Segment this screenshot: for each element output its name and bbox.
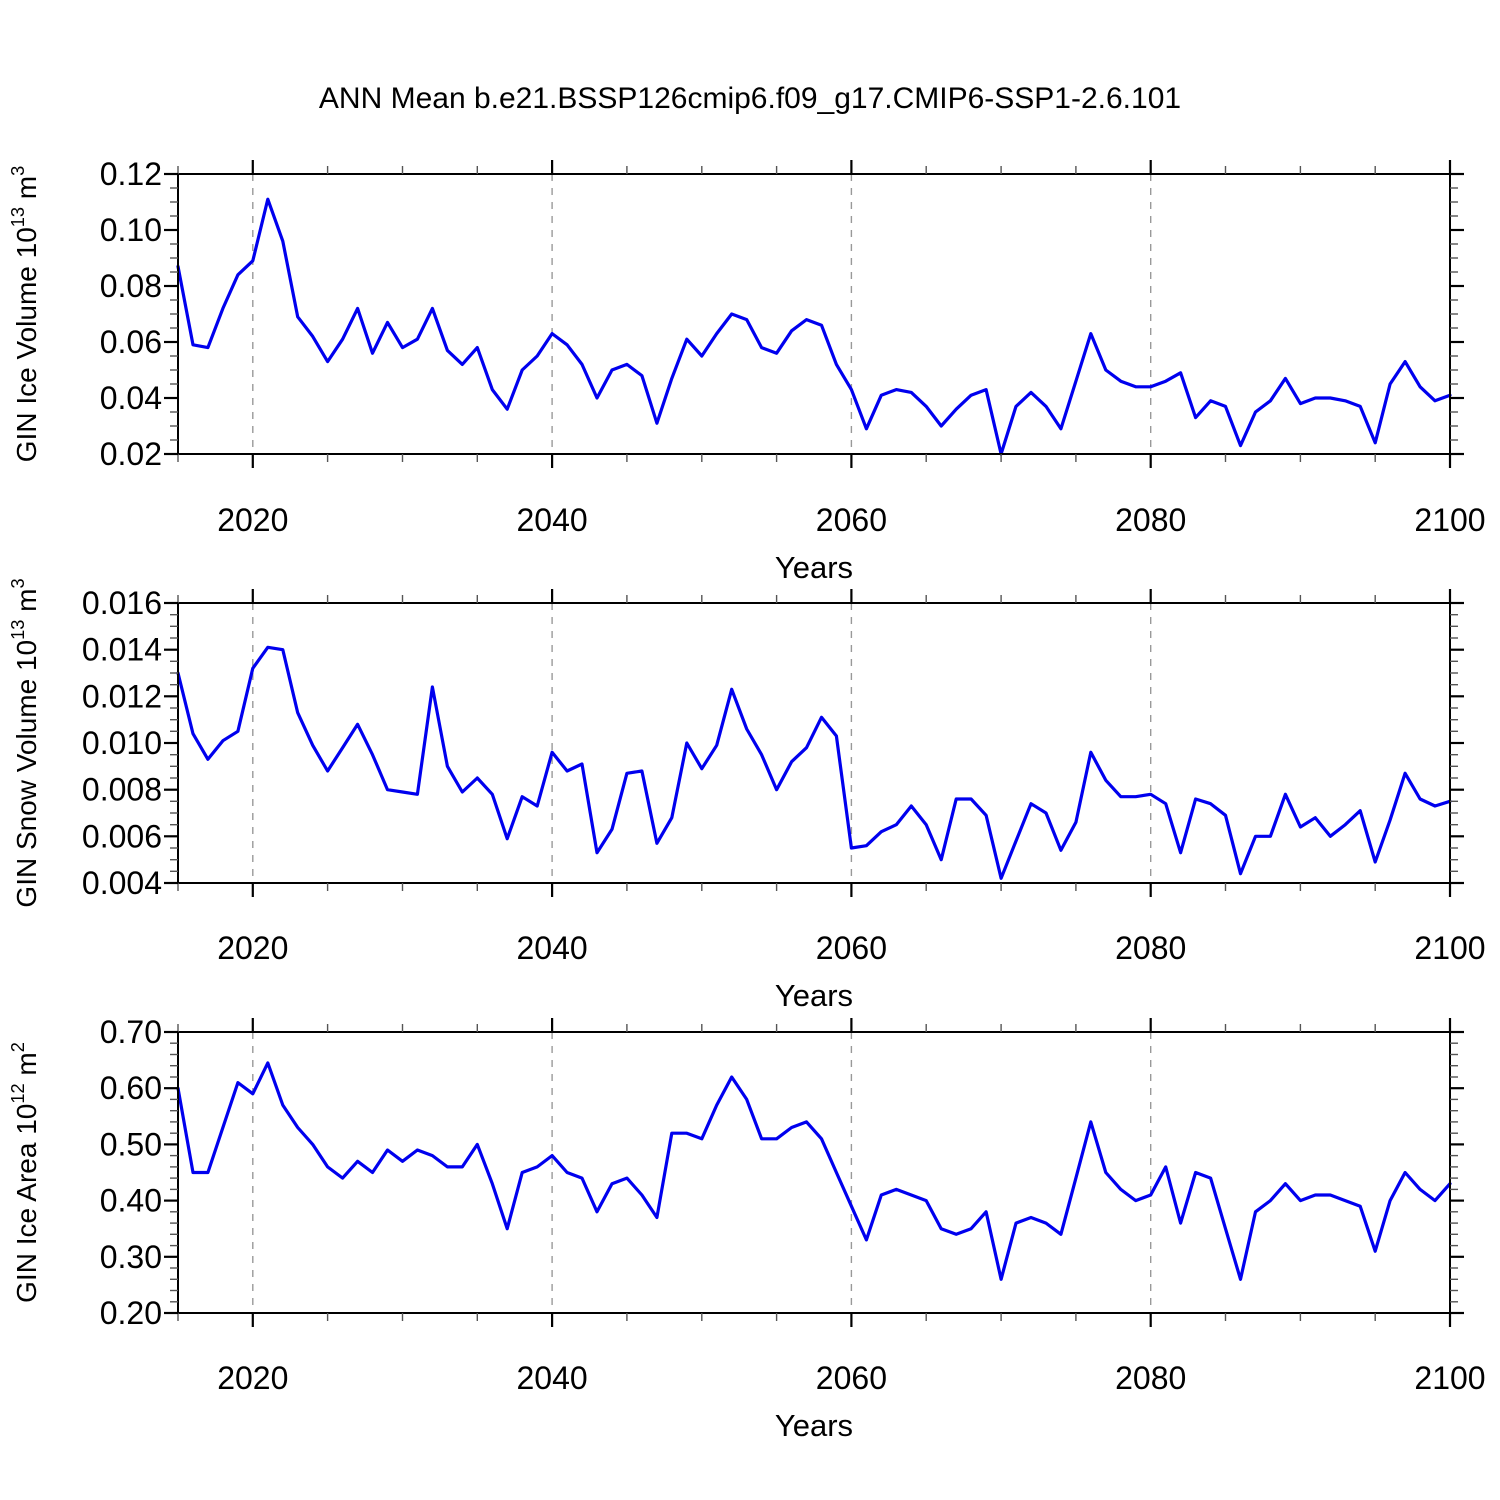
x-tick-label: 2060	[816, 1360, 887, 1396]
panel-gin-ice-area: 0.20 0.30 0.40 0.50 0.60 0.70 2020 2040 2060 2080…	[8, 1014, 1486, 1443]
y-tick-label: 0.08	[100, 268, 162, 304]
y-tick-label: 0.30	[100, 1239, 162, 1275]
x-tick-label: 2100	[1414, 502, 1485, 538]
y-tick-label: 0.06	[100, 324, 162, 360]
y-tick-label: 0.010	[82, 725, 162, 761]
panel-gin-ice-volume: 0.02 0.04 0.06 0.08 0.10 0.12 2020 2040 2060 2080…	[8, 156, 1486, 585]
y-tick-label: 0.012	[82, 678, 162, 714]
x-tick-label: 2040	[517, 930, 588, 966]
gin-snow-volume-series-line	[176, 645, 1452, 880]
y-tick-label: 0.02	[100, 436, 162, 472]
y-axis-title: GIN Snow Volume 1013 m3	[8, 578, 42, 907]
y-tick-label: 0.014	[82, 632, 162, 668]
x-tick-label: 2020	[217, 502, 288, 538]
x-tick-label: 2080	[1115, 502, 1186, 538]
y-tick-label: 0.008	[82, 772, 162, 808]
x-tick-label: 2100	[1414, 1360, 1485, 1396]
gin-ice-volume-series-line	[176, 197, 1452, 456]
x-axis-title: Years	[775, 978, 853, 1013]
y-tick-label: 0.60	[100, 1070, 162, 1106]
panel-gin-snow-volume: 0.004 0.006 0.008 0.010 0.012 0.014 0.016 2020 2…	[8, 578, 1486, 1013]
x-axis-title: Years	[775, 550, 853, 585]
y-tick-label: 0.12	[100, 156, 162, 192]
figure-title: ANN Mean b.e21.BSSP126cmip6.f09_g17.CMIP…	[318, 82, 1182, 115]
x-tick-label: 2100	[1414, 930, 1485, 966]
y-tick-label: 0.10	[100, 212, 162, 248]
y-tick-label: 0.50	[100, 1126, 162, 1162]
x-tick-label: 2060	[816, 502, 887, 538]
x-tick-label: 2020	[217, 1360, 288, 1396]
y-tick-label: 0.006	[82, 818, 162, 854]
y-tick-label: 0.016	[82, 585, 162, 621]
x-tick-label: 2060	[816, 930, 887, 966]
x-tick-label: 2040	[517, 1360, 588, 1396]
plot-border	[177, 602, 1451, 884]
x-tick-label: 2080	[1115, 930, 1186, 966]
y-axis-title: GIN Ice Volume 1013 m3	[8, 166, 42, 462]
x-tick-label: 2020	[217, 930, 288, 966]
y-tick-label: 0.20	[100, 1295, 162, 1331]
plot-border	[177, 173, 1451, 455]
x-axis-title: Years	[775, 1408, 853, 1443]
y-tick-label: 0.70	[100, 1014, 162, 1050]
y-tick-label: 0.004	[82, 865, 162, 901]
x-tick-label: 2080	[1115, 1360, 1186, 1396]
gin-ice-area-series-line	[176, 1061, 1452, 1281]
x-tick-label: 2040	[517, 502, 588, 538]
plot-border	[177, 1031, 1451, 1314]
y-tick-label: 0.40	[100, 1183, 162, 1219]
y-tick-label: 0.04	[100, 380, 162, 416]
y-axis-title: GIN Ice Area 1012 m2	[8, 1042, 42, 1303]
